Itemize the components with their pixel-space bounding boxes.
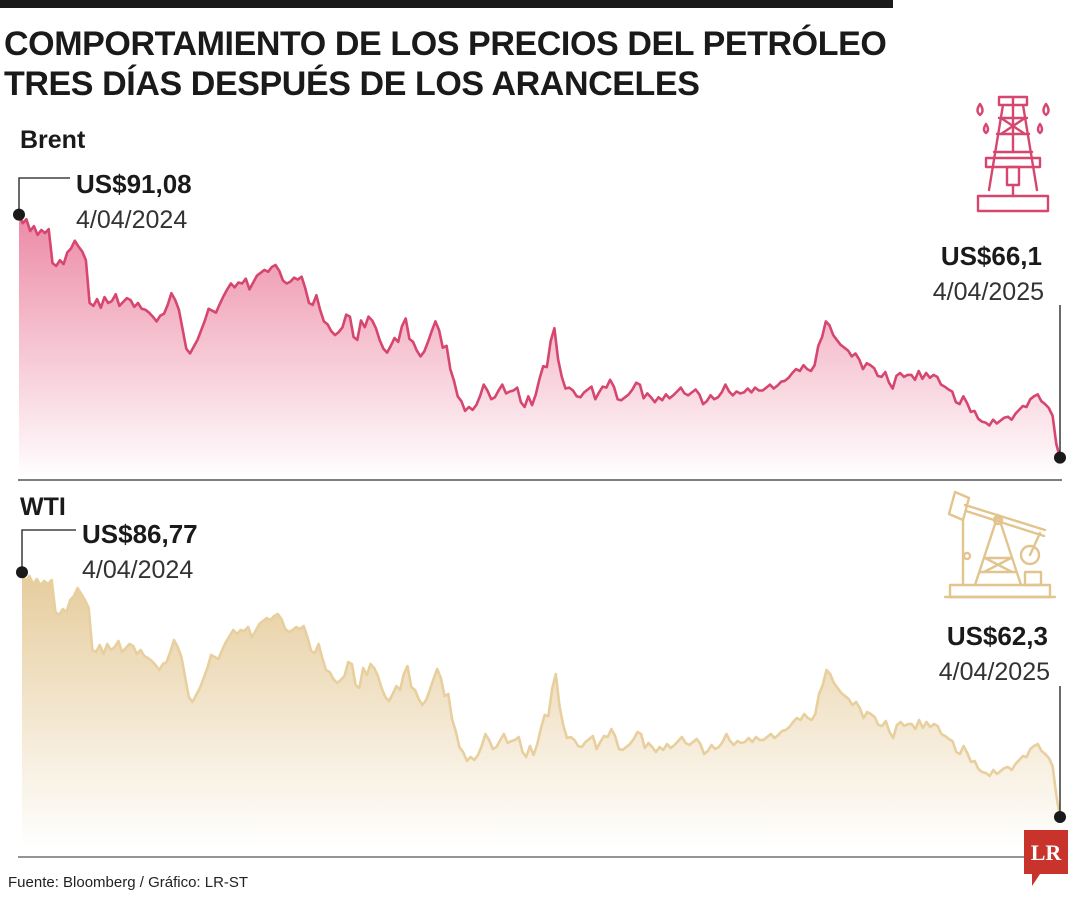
wti-start-leader (21, 529, 76, 573)
brent-series-label: Brent (20, 126, 86, 154)
lr-logo: LR (1024, 830, 1068, 886)
wti-line (20, 571, 1062, 818)
title-line-2: TRES DÍAS DESPUÉS DE LOS ARANCELES (4, 65, 700, 103)
wti-area (22, 572, 1060, 848)
title-line-1: COMPORTAMIENTO DE LOS PRECIOS DEL PETRÓL… (4, 25, 887, 63)
brent-start-leader (18, 177, 70, 215)
brent-start-date: 4/04/2024 (76, 206, 187, 234)
wti-series-label: WTI (20, 493, 66, 521)
brent-end-date: 4/04/2025 (933, 278, 1044, 306)
wti-end-point (1054, 811, 1066, 823)
source-note: Fuente: Bloomberg / Gráfico: LR-ST (8, 874, 249, 891)
brent-start-point (13, 208, 25, 221)
pumpjack-icon (943, 490, 1057, 599)
page-title: COMPORTAMIENTO DE LOS PRECIOS DEL PETRÓL… (4, 24, 887, 104)
top-rule (0, 0, 893, 8)
oil-derrick-icon (976, 95, 1050, 213)
wti-start-date: 4/04/2024 (82, 556, 193, 584)
wti-end-value: US$62,3 (947, 621, 1048, 651)
wti-end-date: 4/04/2025 (939, 658, 1050, 686)
wti-panel: WTI US$86,77 4/04/2024 US$62,3 4/04/2025 (16, 490, 1066, 848)
brent-line (17, 214, 1062, 458)
wti-start-point (16, 566, 28, 579)
brent-area (19, 214, 1060, 479)
wti-start-value: US$86,77 (82, 519, 198, 549)
brent-end-point (1054, 451, 1066, 464)
brent-panel: Brent US$91,08 4/04/2024 US$66,1 4/04/20… (13, 95, 1066, 481)
brent-start-value: US$91,08 (76, 169, 192, 199)
brent-end-value: US$66,1 (941, 241, 1042, 271)
lr-logo-text: LR (1031, 840, 1063, 865)
